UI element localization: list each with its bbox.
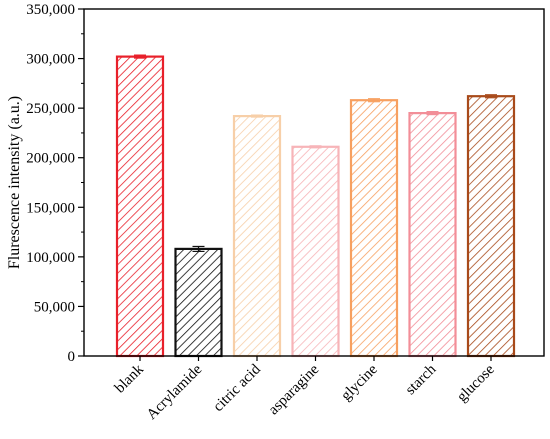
- y-tick-label: 50,000: [34, 299, 75, 315]
- bar-glucose: [466, 95, 516, 358]
- bar-blank: [115, 55, 165, 358]
- y-tick-label: 300,000: [26, 52, 75, 68]
- error-bar-acrylamide: [192, 245, 205, 253]
- error-bar-glucose: [485, 94, 497, 99]
- x-tick-label: glucose: [454, 361, 498, 405]
- error-bar-blank: [134, 54, 146, 59]
- x-tick-label: asparagine: [266, 361, 323, 418]
- y-tick-label: 0: [68, 349, 76, 365]
- x-tick-label: citric acid: [210, 361, 264, 415]
- x-tick-label: starch: [403, 361, 440, 398]
- bar-acrylamide: [174, 247, 223, 358]
- y-tick-label: 350,000: [26, 2, 75, 18]
- y-tick-label: 200,000: [26, 151, 75, 167]
- error-bar-starch: [426, 111, 439, 116]
- x-tick-label: glycine: [338, 361, 381, 404]
- bar-citric-acid: [232, 114, 282, 358]
- bar-asparagine: [291, 145, 340, 358]
- error-bars-layer: [134, 54, 497, 253]
- error-bar-glycine: [368, 98, 380, 103]
- bars-layer: [115, 55, 516, 358]
- x-tick-label: Acrylamide: [144, 361, 206, 423]
- x-tick-label: blank: [112, 361, 147, 396]
- y-tick-label: 250,000: [26, 101, 75, 117]
- bar-glycine: [349, 99, 399, 358]
- y-axis: 0 50,000 100,000 150,000 200,000 250,000 300,0…: [26, 2, 84, 365]
- y-axis-title: Flurescence intensity (a.u.): [6, 96, 23, 269]
- error-bar-citric-acid: [251, 114, 263, 118]
- bar-starch: [408, 111, 457, 358]
- error-bar-asparagine: [309, 145, 322, 149]
- y-tick-label: 100,000: [26, 250, 75, 266]
- y-tick-label: 150,000: [26, 200, 75, 216]
